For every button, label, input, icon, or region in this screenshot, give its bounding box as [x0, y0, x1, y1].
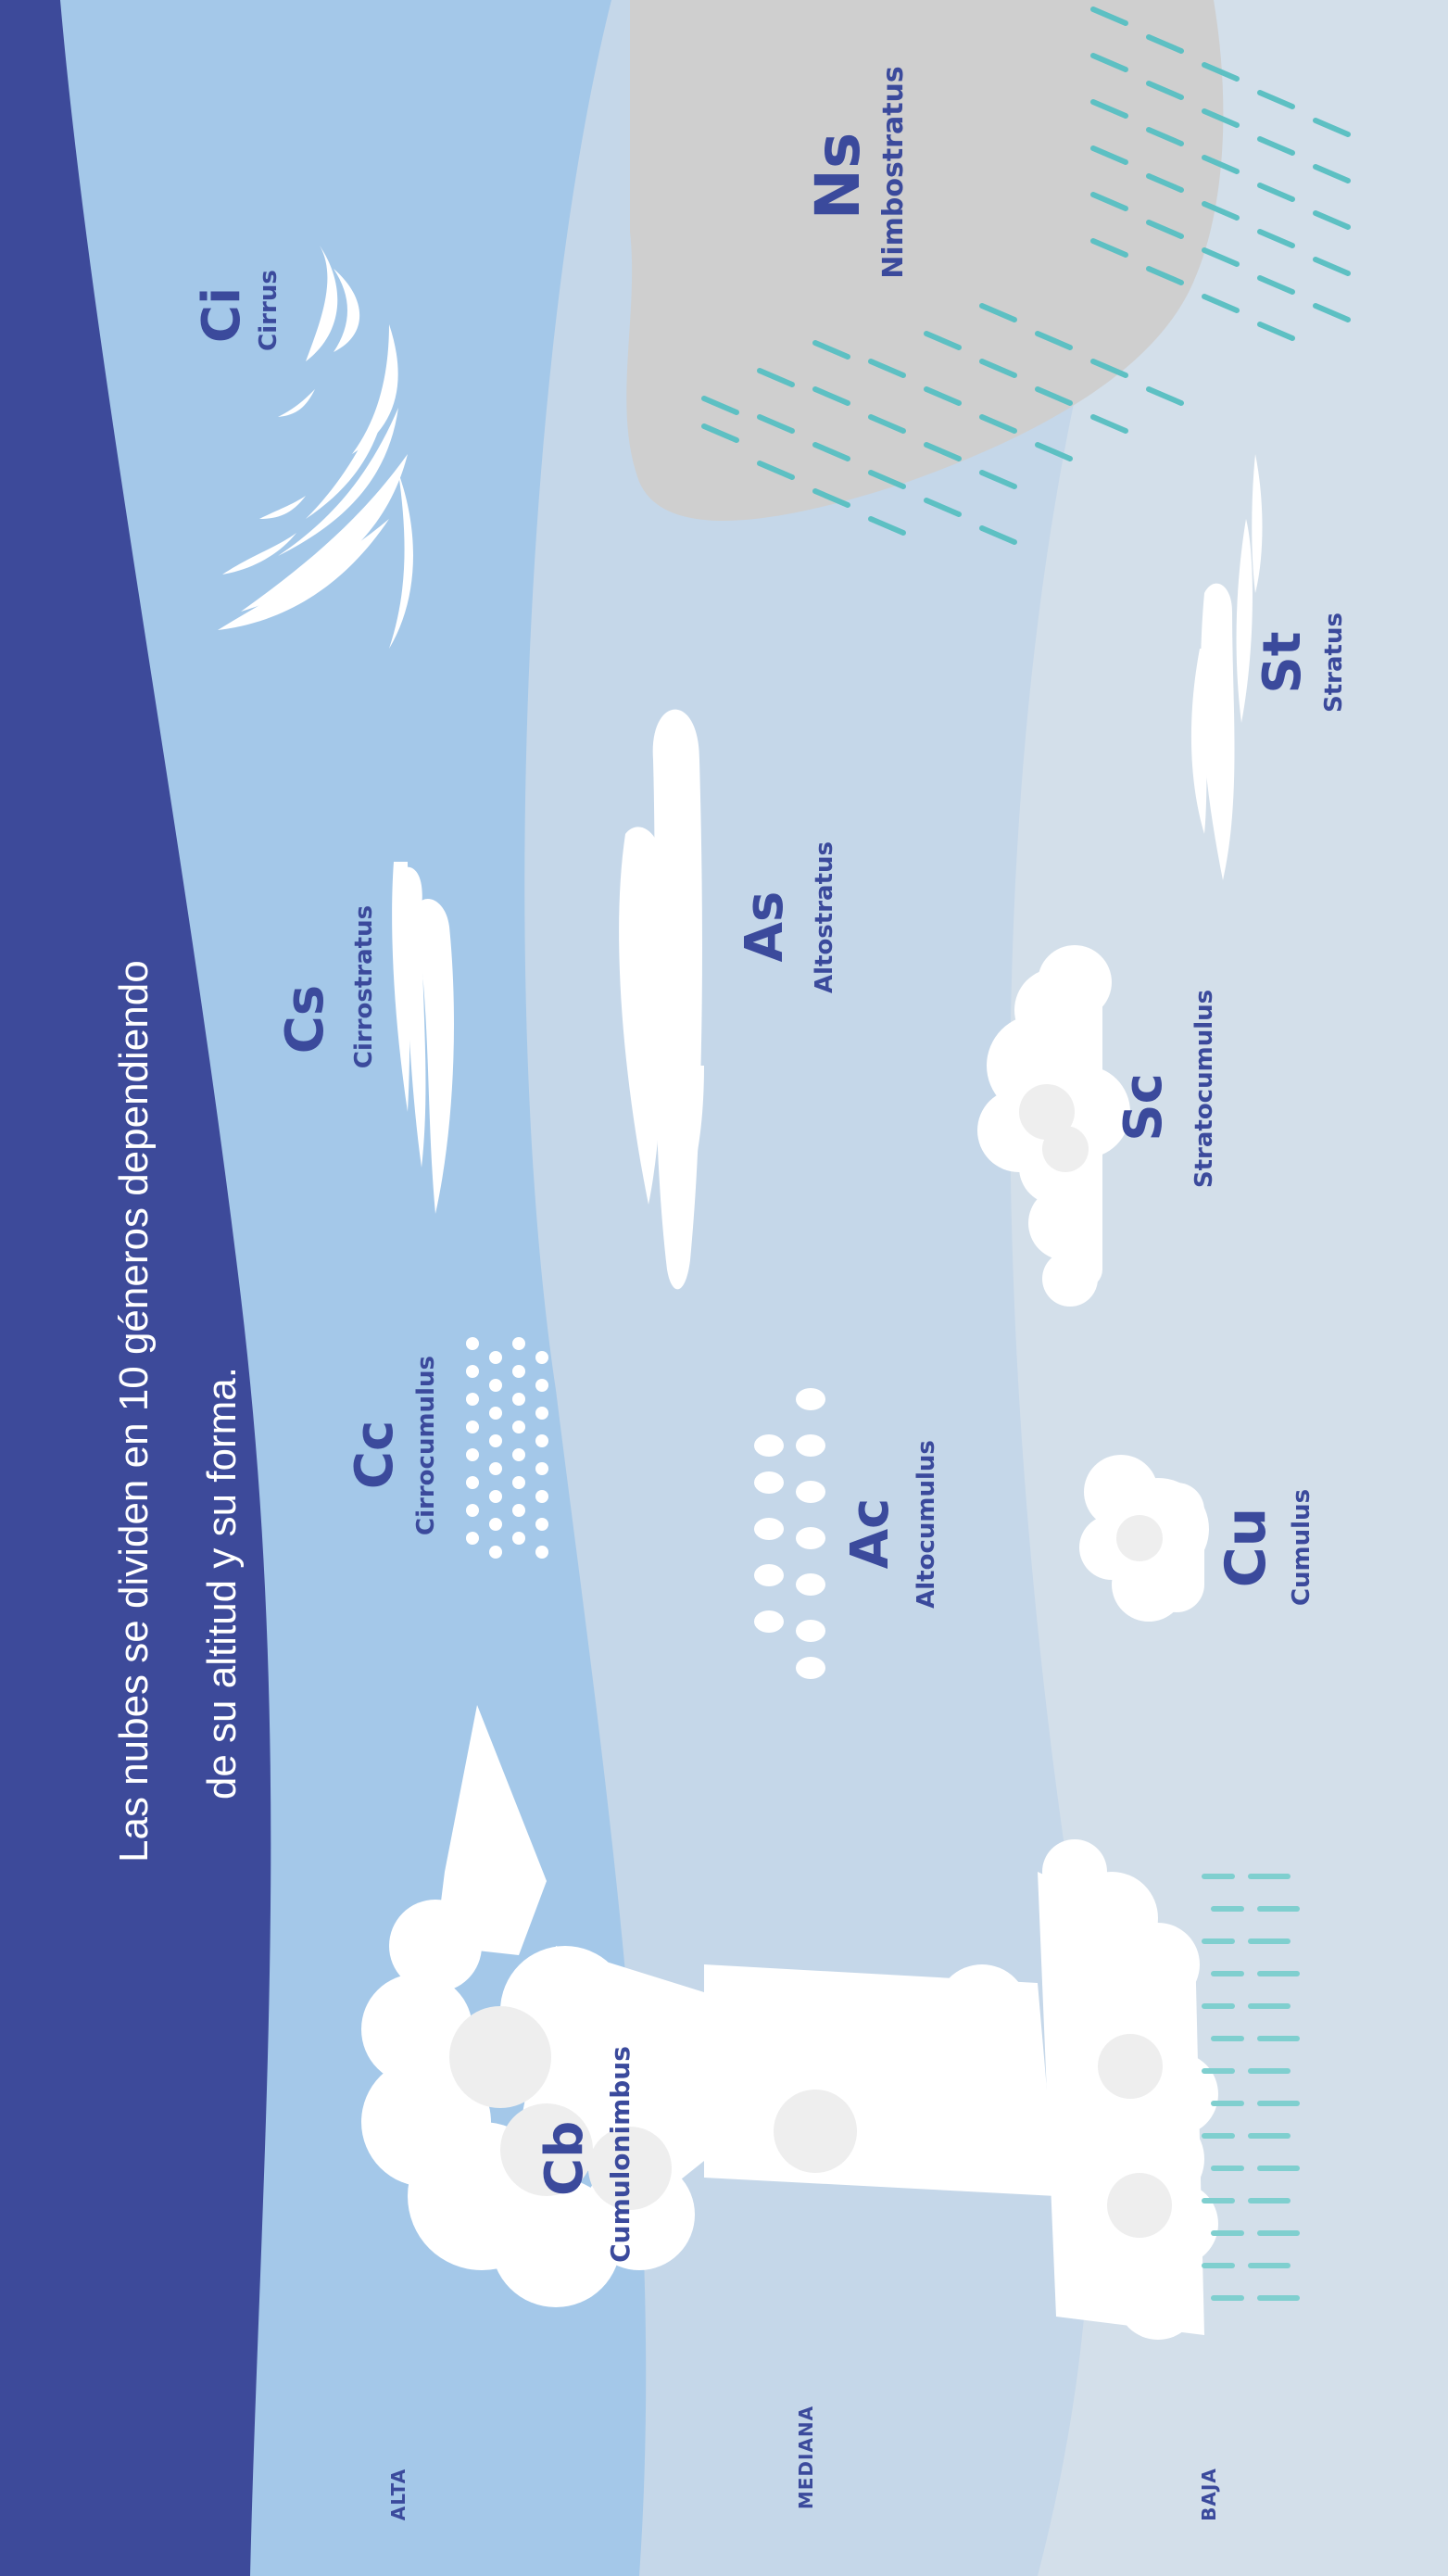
- altostratus-name: Altostratus: [811, 841, 838, 994]
- stratus-abbr: St: [1253, 631, 1313, 694]
- cumulus-shadow: [1116, 1515, 1163, 1561]
- zone-label-baja: BAJA: [1198, 2468, 1220, 2521]
- cirrostratus-name: Cirrostratus: [350, 904, 378, 1069]
- cumulus-name: Cumulus: [1288, 1488, 1316, 1607]
- altostratus-cloud-shape: [619, 709, 704, 1290]
- nimbostratus-cloud-shape: [626, 0, 1224, 521]
- cirrostratus-abbr: Cs: [275, 984, 335, 1054]
- nimbostratus-name: Nimbostratus: [877, 66, 910, 279]
- cumulonimbus-rain: [1202, 1874, 1300, 2301]
- nimbostratus-abbr: Ns: [802, 132, 874, 221]
- title-line-1: Las nubes se dividen en 10 géneros depen…: [111, 960, 157, 1863]
- title-line-2: de su altitud y su forma.: [199, 1367, 245, 1800]
- cirrostratus-cloud-shape: [392, 862, 454, 1214]
- stratus-cloud-shape: [1190, 454, 1263, 880]
- cirrus-abbr: Ci: [192, 286, 252, 344]
- cirrocumulus-dots: [466, 1337, 548, 1559]
- nimbostratus-rain: [701, 6, 1351, 545]
- zone-label-mediana: MEDIANA: [795, 2405, 817, 2510]
- cumulonimbus-name: Cumulonimbus: [605, 2046, 636, 2263]
- altocumulus-abbr: Ac: [840, 1497, 900, 1570]
- zone-label-alta: ALTA: [387, 2468, 409, 2521]
- cirrocumulus-name: Cirrocumulus: [412, 1356, 440, 1535]
- cirrus-name: Cirrus: [255, 270, 283, 351]
- altostratus-abbr: As: [735, 890, 795, 963]
- cirrus-cloud-shape: [218, 246, 414, 649]
- stratocumulus-shadow: [1019, 1084, 1089, 1172]
- cumulonimbus-cloud-shape: [361, 1705, 1218, 2340]
- altocumulus-name: Altocumulus: [913, 1440, 940, 1609]
- altocumulus-puffs: [754, 1388, 825, 1679]
- cumulus-abbr: Cu: [1214, 1507, 1278, 1588]
- stratocumulus-name: Stratocumulus: [1190, 989, 1218, 1189]
- stratus-name: Stratus: [1320, 612, 1348, 713]
- title-band: [0, 0, 271, 2576]
- cumulonimbus-abbr: Cb: [535, 2120, 595, 2196]
- stratocumulus-abbr: Sc: [1114, 1073, 1174, 1142]
- cirrocumulus-abbr: Cc: [345, 1420, 405, 1490]
